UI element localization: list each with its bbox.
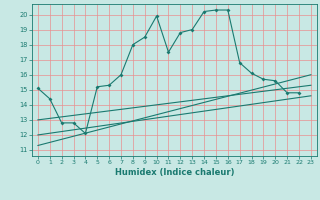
X-axis label: Humidex (Indice chaleur): Humidex (Indice chaleur) bbox=[115, 168, 234, 177]
